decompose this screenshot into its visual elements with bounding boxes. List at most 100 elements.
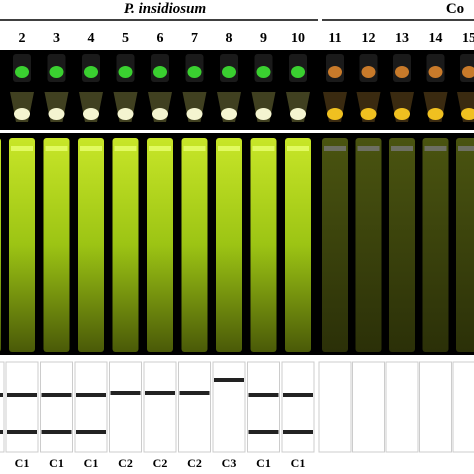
tube-glow bbox=[152, 108, 168, 120]
gel-strip bbox=[355, 138, 382, 352]
tube-glow bbox=[394, 108, 410, 120]
lane-number: 4 bbox=[88, 31, 95, 46]
dna-band bbox=[76, 430, 106, 434]
dna-band bbox=[248, 393, 279, 397]
tube-liquid bbox=[84, 66, 98, 78]
tube-glow bbox=[360, 108, 377, 120]
tube-glow bbox=[290, 108, 306, 120]
gel-top bbox=[424, 146, 447, 151]
gel-strip bbox=[389, 138, 415, 352]
tube-liquid bbox=[395, 66, 409, 78]
gel-strip bbox=[9, 138, 35, 352]
lane-number: 11 bbox=[328, 31, 341, 46]
lane-number: 12 bbox=[362, 31, 376, 46]
capillary-lane bbox=[40, 361, 73, 453]
tube-liquid bbox=[15, 66, 29, 78]
lane-number: 5 bbox=[122, 31, 129, 46]
gel-strip bbox=[322, 138, 348, 352]
capillary-lane bbox=[419, 361, 452, 453]
dna-band bbox=[0, 430, 3, 434]
tube-glow bbox=[186, 108, 203, 120]
tube-glow bbox=[327, 108, 343, 120]
capillary-lane bbox=[352, 361, 385, 453]
lane-number: 15 bbox=[462, 31, 474, 46]
gel-top bbox=[252, 146, 275, 151]
dna-band bbox=[283, 393, 313, 397]
dna-band bbox=[179, 391, 210, 395]
dna-band bbox=[41, 430, 72, 434]
dna-band bbox=[145, 391, 175, 395]
gel-strip bbox=[456, 138, 474, 352]
lane-number: 7 bbox=[191, 31, 198, 46]
group-title: P. insidiosum bbox=[124, 1, 206, 17]
tube-glow bbox=[461, 108, 474, 120]
gel-strip bbox=[78, 138, 104, 352]
gel-top bbox=[11, 146, 33, 151]
tube-liquid bbox=[256, 66, 271, 78]
gel-top bbox=[183, 146, 206, 151]
gel-strip bbox=[285, 138, 311, 352]
tube-liquid bbox=[361, 66, 376, 78]
capillary-lane bbox=[247, 361, 280, 453]
capillary-lane bbox=[318, 361, 352, 453]
gel-strip bbox=[216, 138, 242, 352]
gel-top bbox=[458, 146, 474, 151]
gel-top bbox=[357, 146, 380, 151]
gel-strip bbox=[250, 138, 277, 352]
dna-band bbox=[41, 393, 72, 397]
capillary-lane bbox=[281, 361, 315, 453]
dna-band bbox=[76, 393, 106, 397]
tube-liquid bbox=[187, 66, 202, 78]
capillary-lane bbox=[452, 361, 474, 453]
gel-top bbox=[45, 146, 68, 151]
capillary-lane bbox=[0, 361, 5, 453]
capillary-lane bbox=[178, 361, 211, 453]
lane-number: 9 bbox=[260, 31, 267, 46]
capillary-lane bbox=[212, 361, 246, 453]
gel-top bbox=[80, 146, 102, 151]
lane-number: 14 bbox=[429, 31, 443, 46]
gel-top bbox=[287, 146, 309, 151]
gel-strip bbox=[422, 138, 449, 352]
genotype-label: C3 bbox=[222, 456, 237, 470]
tube-liquid bbox=[328, 66, 342, 78]
dna-band bbox=[110, 391, 141, 395]
tube-glow bbox=[255, 108, 272, 120]
tube-glow bbox=[48, 108, 65, 120]
gel-strip bbox=[0, 138, 1, 352]
gel-top bbox=[391, 146, 413, 151]
dna-band bbox=[7, 430, 37, 434]
tube-liquid bbox=[118, 66, 133, 78]
capillary-lane bbox=[143, 361, 177, 453]
capillary-lane bbox=[109, 361, 142, 453]
lane-number: 13 bbox=[395, 31, 409, 46]
gel-strip bbox=[147, 138, 173, 352]
tube-glow bbox=[117, 108, 134, 120]
dna-band bbox=[0, 393, 3, 397]
genotype-label: C1 bbox=[291, 456, 306, 470]
lane-number: 3 bbox=[53, 31, 60, 46]
lane-number: 8 bbox=[226, 31, 233, 46]
dna-band bbox=[283, 430, 313, 434]
tube-liquid bbox=[49, 66, 64, 78]
genotype-label: C1 bbox=[84, 456, 99, 470]
tube-glow bbox=[83, 108, 99, 120]
tube-liquid bbox=[153, 66, 167, 78]
dna-band bbox=[248, 430, 279, 434]
gel-strip bbox=[181, 138, 208, 352]
gel-strip bbox=[43, 138, 70, 352]
lane-number: 10 bbox=[291, 31, 305, 46]
control-title: Co bbox=[446, 1, 464, 17]
tube-liquid bbox=[291, 66, 305, 78]
genotype-label: C1 bbox=[256, 456, 271, 470]
gel-top bbox=[218, 146, 240, 151]
tube-liquid bbox=[428, 66, 443, 78]
genotype-label: C2 bbox=[153, 456, 168, 470]
tube-glow bbox=[221, 108, 237, 120]
capillary-lane bbox=[5, 361, 39, 453]
panel-divider bbox=[0, 130, 474, 133]
genotype-label: C1 bbox=[49, 456, 64, 470]
gel-top bbox=[114, 146, 137, 151]
capillary-lane bbox=[385, 361, 419, 453]
